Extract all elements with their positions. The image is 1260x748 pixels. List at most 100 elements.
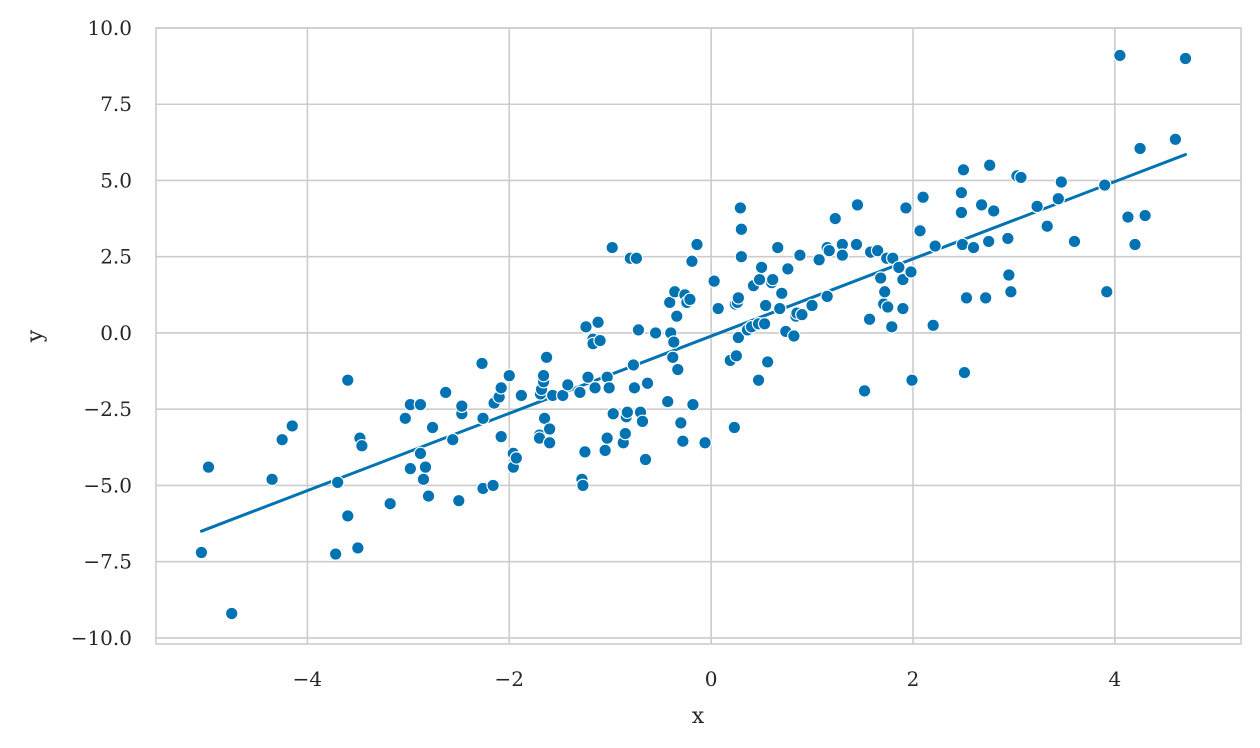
data-point [787, 329, 801, 343]
data-point [638, 452, 653, 467]
data-point [620, 405, 635, 420]
data-point [539, 350, 554, 365]
data-point [913, 223, 927, 238]
data-point [1128, 237, 1142, 252]
data-point [812, 252, 826, 267]
data-point [486, 478, 500, 493]
data-point [627, 381, 642, 395]
data-point [1040, 219, 1055, 234]
data-point [765, 272, 780, 287]
data-point [600, 431, 614, 445]
data-point [1097, 178, 1112, 192]
data-point [772, 301, 787, 316]
data-point [665, 350, 680, 365]
data-point [760, 355, 775, 369]
data-point [1099, 284, 1114, 299]
y-ticks: −10.0 −7.5 −5.0 −2.5 0.0 2.5 5.0 7.5 10.0 [71, 16, 132, 650]
data-point [774, 286, 789, 301]
data-point [476, 411, 490, 426]
data-point [676, 434, 690, 449]
data-point [1014, 170, 1028, 185]
data-point [398, 411, 413, 426]
data-point [605, 240, 620, 255]
data-point [820, 289, 834, 304]
data-point [275, 432, 289, 447]
data-point [1121, 210, 1135, 224]
data-point [978, 291, 993, 305]
data-point [383, 496, 397, 511]
data-point [928, 239, 942, 253]
data-point [862, 312, 877, 327]
data-point [536, 368, 551, 383]
data-point [916, 190, 930, 205]
data-point [425, 420, 440, 435]
data-point [660, 394, 675, 409]
data-point [873, 271, 888, 285]
data-point [475, 356, 489, 371]
data-point [828, 211, 843, 226]
y-tick-label: −2.5 [83, 397, 132, 421]
plot-frame [155, 27, 1242, 645]
data-point [757, 317, 772, 331]
data-point [892, 260, 906, 275]
y-tick-label: 10.0 [87, 16, 132, 40]
data-point [734, 222, 749, 237]
data-point [754, 260, 769, 275]
data-point [956, 163, 971, 177]
data-point [416, 472, 431, 487]
data-point [330, 475, 345, 490]
y-tick-label: 0.0 [100, 321, 132, 345]
data-point [265, 472, 279, 487]
data-point [573, 385, 587, 400]
data-point [666, 335, 681, 349]
data-point [1051, 191, 1066, 206]
data-point [598, 443, 612, 458]
data-point [955, 237, 970, 252]
data-point [896, 301, 910, 316]
data-point [1030, 199, 1044, 214]
y-tick-label: −5.0 [83, 473, 132, 497]
data-point [870, 243, 885, 258]
data-point [707, 274, 721, 288]
data-point [752, 272, 767, 287]
data-point [340, 509, 355, 523]
data-point [224, 606, 239, 621]
data-point [669, 309, 684, 323]
data-point [593, 333, 607, 348]
data-point [1133, 141, 1147, 156]
data-point [340, 373, 355, 388]
data-point [1113, 48, 1127, 63]
data-point [795, 307, 809, 322]
data-point [731, 291, 746, 305]
y-tick-label: −10.0 [71, 626, 132, 650]
regression-line [199, 153, 1187, 533]
data-point [974, 198, 989, 212]
data-point [1168, 132, 1183, 147]
data-point [954, 185, 969, 200]
data-point [690, 237, 704, 252]
data-point [588, 381, 602, 395]
data-point [421, 489, 436, 503]
data-point [578, 445, 592, 459]
data-point [576, 478, 590, 493]
data-point [685, 254, 699, 269]
data-point [560, 377, 575, 392]
data-point [793, 248, 807, 262]
y-tick-label: −7.5 [83, 550, 132, 574]
data-point [904, 265, 918, 279]
data-point [413, 446, 428, 461]
x-axis-label: x [692, 704, 705, 729]
data-point [674, 416, 688, 430]
data-point [850, 198, 865, 212]
data-point [413, 397, 428, 412]
data-point [328, 547, 343, 561]
data-point [602, 381, 616, 395]
data-point [835, 248, 850, 262]
data-point [1054, 175, 1069, 189]
data-point [455, 399, 469, 413]
y-tick-label: 7.5 [100, 92, 132, 116]
data-point [618, 426, 633, 441]
x-ticks: −4 −2 0 2 4 [293, 667, 1122, 691]
